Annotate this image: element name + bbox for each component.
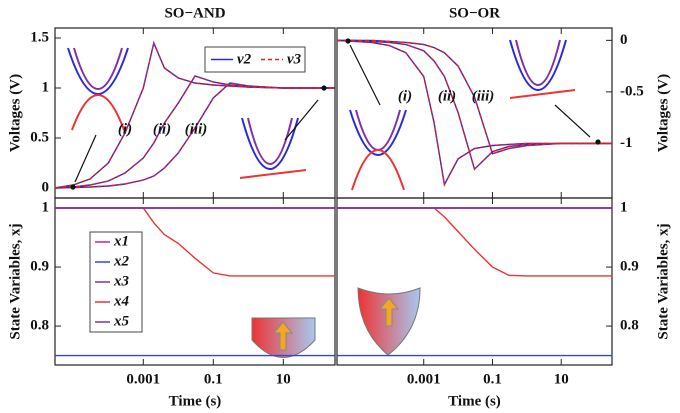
x-tick-label: 0.001 [126,371,160,387]
series-line [337,39,612,155]
inset-potential [67,39,576,191]
y-tick-label: 0.8 [30,317,49,333]
inset-endpoint [595,139,601,145]
x-tick-label: 0.001 [407,371,441,387]
x-tick-label: 10 [276,371,291,387]
inset-endpoint [70,184,76,190]
series-line [336,39,612,187]
y-tick-label: 0.5 [30,129,49,145]
legend-label: x3 [113,273,130,289]
legend-label: v2 [237,51,252,67]
y-tick-label: -1 [620,135,633,151]
y-axis-label: Voltages (V) [655,74,671,152]
panel-frame [54,197,336,366]
series-line [337,207,612,277]
annotation: (i) [398,88,412,104]
x-axis-label: Time (s) [448,393,501,409]
inset-arrow [74,44,591,183]
annotation: (iii) [185,121,208,137]
series-line [54,40,335,189]
legend-label: x2 [113,253,130,269]
chart-title: SO−OR [449,5,500,21]
y-tick-label: 1 [42,79,50,95]
legend-label: x5 [113,313,130,329]
legend-label: x4 [113,293,130,309]
y-axis-label: State Variables, xj [7,223,23,339]
panel-frame [336,27,613,199]
x-tick-label: 0.1 [204,371,223,387]
legend-label: v3 [287,51,302,67]
panel-frame [336,197,613,366]
annotation: (ii) [153,121,171,137]
gate-icon [251,287,421,358]
x-axis-label: Time (s) [169,393,222,409]
y-tick-label: 0.9 [30,258,49,274]
x-tick-label: 0.1 [483,371,502,387]
y-tick-label: 0.8 [620,317,639,333]
y-tick-label: 1.5 [30,29,49,45]
annotation: (iii) [472,88,495,104]
y-tick-label: -0.5 [620,83,644,99]
y-tick-label: 1 [42,199,50,215]
x-tick-label: 10 [554,371,569,387]
y-tick-label: 0.9 [620,258,639,274]
y-tick-label: 0 [42,179,50,195]
y-tick-label: 0 [620,32,628,48]
y-axis-label: Voltages (V) [7,74,23,152]
series-line [54,75,335,189]
y-tick-label: 1 [620,199,628,215]
legend-label: x1 [113,233,129,249]
annotation: (i) [118,121,132,137]
inset-endpoint [321,85,327,91]
annotation: (ii) [438,88,456,104]
inset-endpoint [345,38,351,44]
series-line [336,39,612,187]
series-line [54,82,335,189]
legend-box [204,46,306,73]
y-axis-label: State Variables, xj [655,223,671,339]
chart-title: SO−AND [164,5,225,21]
